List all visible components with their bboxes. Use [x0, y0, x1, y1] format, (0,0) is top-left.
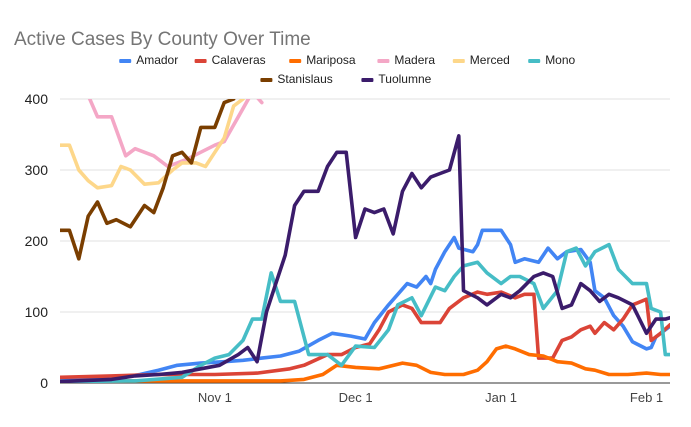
legend-item-merced: Merced — [452, 53, 510, 67]
y-axis: 0 100 200 300 400 — [25, 91, 49, 391]
x-tick-label: Nov 1 — [198, 390, 232, 405]
x-tick-label: Feb 1 — [630, 390, 663, 405]
legend-swatch — [361, 78, 374, 82]
legend-swatch — [260, 78, 273, 82]
legend-item-mariposa: Mariposa — [289, 53, 356, 67]
x-tick-label: Jan 1 — [485, 390, 517, 405]
y-tick-label: 300 — [25, 162, 49, 178]
legend-item-calaveras: Calaveras — [194, 53, 266, 67]
legend-label: Merced — [470, 53, 510, 67]
series-line-stanislaus — [60, 99, 236, 261]
legend-item-stanislaus: Stanislaus — [260, 72, 333, 86]
legend-label: Amador — [136, 53, 178, 67]
legend-label: Tuolumne — [378, 72, 431, 86]
chart-title: Active Cases By County Over Time — [14, 29, 311, 50]
legend-label: Mono — [545, 53, 575, 67]
legend-label: Calaveras — [212, 53, 266, 67]
y-tick-label: 200 — [25, 233, 49, 249]
legend-swatch — [119, 59, 132, 63]
series-line-calaveras — [60, 290, 670, 380]
y-tick-label: 0 — [40, 375, 48, 391]
series-line-mono — [60, 242, 670, 383]
legend-swatch — [194, 59, 207, 63]
legend-item-mono: Mono — [528, 53, 576, 67]
legend-item-amador: Amador — [119, 53, 178, 67]
legend-label: Madera — [394, 53, 435, 67]
legend-swatch — [377, 59, 390, 63]
legend-swatch — [528, 59, 541, 63]
legend-item-tuolumne: Tuolumne — [361, 72, 432, 86]
gridlines — [60, 98, 670, 384]
legend: Amador Calaveras Mariposa Madera Merced Mono S… — [119, 53, 576, 86]
series-line-merced — [60, 99, 245, 190]
legend-swatch — [452, 59, 465, 63]
y-tick-label: 100 — [25, 304, 49, 320]
x-axis: Nov 1 Dec 1 Jan 1 Feb 1 — [198, 390, 663, 405]
legend-swatch — [289, 59, 302, 63]
legend-label: Mariposa — [306, 53, 356, 67]
series-line-mariposa — [60, 344, 670, 383]
legend-item-madera: Madera — [377, 53, 435, 67]
y-tick-label: 400 — [25, 91, 49, 107]
x-tick-label: Dec 1 — [339, 390, 373, 405]
legend-label: Stanislaus — [277, 72, 332, 86]
series-line-tuolumne — [60, 134, 670, 383]
plot-area — [60, 99, 670, 383]
